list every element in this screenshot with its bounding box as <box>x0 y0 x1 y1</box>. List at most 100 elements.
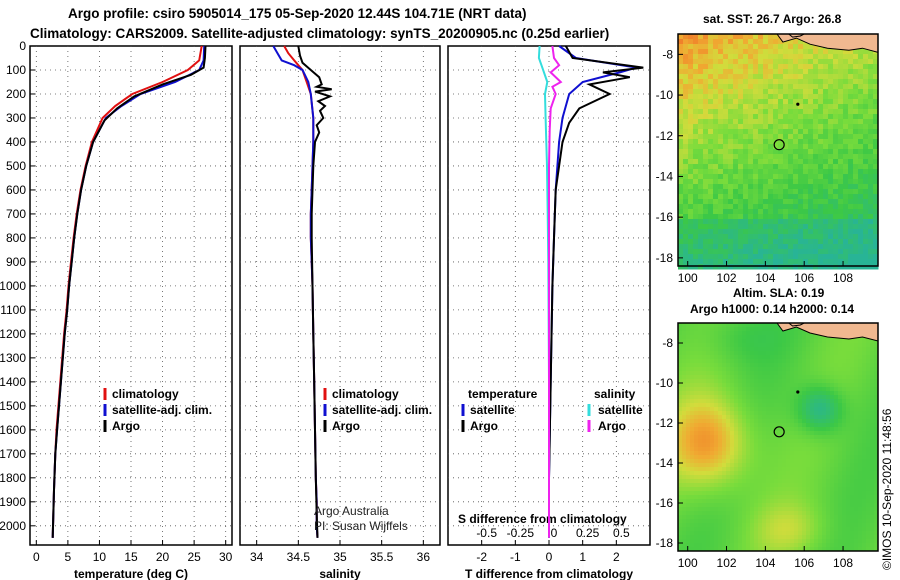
map-cell <box>873 84 879 90</box>
map-cell <box>773 204 779 210</box>
map-cell <box>873 109 879 115</box>
map-cell <box>814 475 819 480</box>
map-cell <box>814 431 819 436</box>
map-cell <box>698 64 704 70</box>
map-cell <box>790 511 795 516</box>
map-cell <box>778 79 784 85</box>
map-cell <box>863 259 869 265</box>
map-cell <box>726 507 731 512</box>
map-cell <box>702 331 707 336</box>
map-cell <box>698 351 703 356</box>
map-cell <box>762 423 767 428</box>
map-cell <box>778 119 784 125</box>
map-cell <box>738 435 743 440</box>
map-cell <box>833 124 839 130</box>
map-cell <box>868 214 874 220</box>
map-cell <box>738 54 744 60</box>
map-cell <box>828 189 834 195</box>
map-cell <box>710 471 715 476</box>
map-cell <box>814 547 819 552</box>
map-cell <box>846 467 851 472</box>
map-cell <box>813 254 819 260</box>
map-cell <box>678 179 684 185</box>
map-cell <box>793 134 799 140</box>
map-cell <box>708 134 714 140</box>
map-cell <box>753 139 759 145</box>
map-cell <box>723 39 729 45</box>
map-cell <box>686 443 691 448</box>
map-cell <box>802 499 807 504</box>
map-cell <box>688 49 694 55</box>
map-cell <box>806 423 811 428</box>
map-cell <box>686 419 691 424</box>
map-cell <box>686 467 691 472</box>
map-cell <box>693 129 699 135</box>
map-cell <box>686 515 691 520</box>
map-cell <box>798 463 803 468</box>
map-cell <box>754 387 759 392</box>
map-cell <box>758 249 764 255</box>
map-cell <box>678 443 683 448</box>
map-cell <box>750 515 755 520</box>
map-cell <box>730 367 735 372</box>
map-cell <box>838 343 843 348</box>
map-cell <box>838 535 843 540</box>
map-cell <box>686 475 691 480</box>
map-cell <box>714 403 719 408</box>
map-cell <box>710 523 715 528</box>
map-cell <box>862 367 867 372</box>
map-cell <box>790 423 795 428</box>
map-cell <box>798 507 803 512</box>
map-cell <box>683 84 689 90</box>
map-cell <box>770 463 775 468</box>
map-cell <box>830 395 835 400</box>
map-cell <box>773 144 779 150</box>
map-cell <box>678 395 683 400</box>
map-cell <box>834 383 839 388</box>
map-cell <box>850 471 855 476</box>
map-cell <box>798 174 804 180</box>
map-cell <box>834 475 839 480</box>
map-cell <box>710 543 715 548</box>
map-cell <box>766 323 771 328</box>
map-cell <box>858 119 864 125</box>
map-cell <box>718 69 724 75</box>
map-cell <box>738 539 743 544</box>
map-cell <box>778 224 784 230</box>
map-cell <box>698 507 703 512</box>
map-cell <box>810 395 815 400</box>
map-cell <box>873 249 879 255</box>
map-cell <box>866 347 871 352</box>
map-cell <box>834 391 839 396</box>
map-cell <box>873 79 879 85</box>
map-cell <box>754 327 759 332</box>
map-cell <box>838 351 843 356</box>
map-cell <box>846 519 851 524</box>
map-cell <box>693 109 699 115</box>
map-cell <box>822 439 827 444</box>
map-cell <box>793 239 799 245</box>
map-cell <box>694 427 699 432</box>
map-cell <box>678 527 683 532</box>
map-cell <box>774 499 779 504</box>
map-cell <box>814 479 819 484</box>
map-cell <box>858 144 864 150</box>
map-cell <box>838 399 843 404</box>
map-cell <box>846 483 851 488</box>
map-cell <box>703 109 709 115</box>
map-cell <box>814 539 819 544</box>
map-cell <box>798 64 804 70</box>
map-cell <box>854 435 859 440</box>
map-cell <box>826 447 831 452</box>
map-cell <box>848 249 854 255</box>
map-cell <box>742 515 747 520</box>
map-cell <box>738 515 743 520</box>
map-cell <box>746 547 751 552</box>
map-cell <box>682 447 687 452</box>
map-cell <box>870 435 875 440</box>
map-cell <box>686 511 691 516</box>
map-cell <box>686 539 691 544</box>
map-cell <box>786 403 791 408</box>
map-cell <box>853 129 859 135</box>
map-cell <box>698 99 704 105</box>
